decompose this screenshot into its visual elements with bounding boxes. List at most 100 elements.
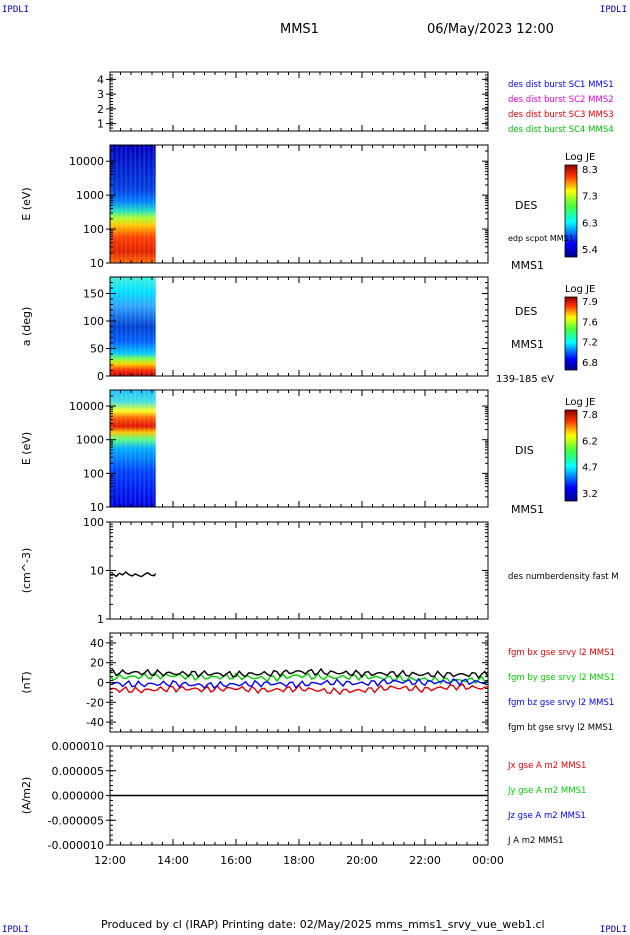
dis_energy-frame: [109, 389, 489, 508]
burst-legend-entry: des dist burst SC2 MMS2: [508, 95, 614, 105]
footer-logo-right: IPDLI: [599, 925, 627, 935]
dis_energy-colorbar-tick: 4.7: [582, 463, 598, 474]
des_pitch-sc-label: MMS1: [511, 338, 544, 351]
des_pitch-energy-label: 139-185 eV: [496, 374, 554, 385]
footer-logo-left: IPDLI: [2, 925, 30, 935]
bfield-series-line: [109, 677, 489, 690]
des_energy-ytick-label: 10000: [69, 155, 104, 168]
bfield-frame: [109, 632, 489, 733]
current-legend-entry: Jx gse A m2 MMS1: [507, 761, 586, 771]
des_energy-instrument-label: DES: [515, 199, 537, 212]
dis_energy-instrument-label: DIS: [515, 444, 534, 457]
des_pitch-colorbar-tick: 7.9: [582, 297, 598, 308]
des_energy-frame: [109, 144, 489, 264]
des_energy-colorbar: [564, 164, 578, 258]
dis_energy-ytick-label: 10000: [69, 400, 104, 413]
current-legend-entry: Jy gse A m2 MMS1: [507, 786, 586, 796]
des_energy-colorbar-tick: 6.3: [582, 218, 598, 229]
des_energy-ytick-label: 1000: [76, 189, 104, 202]
density-ytick-label: 100: [83, 516, 104, 529]
bfield-ytick-label: 0: [97, 677, 104, 690]
burst-ytick-label: 2: [97, 103, 104, 116]
density-ylabel: (cm^-3): [20, 548, 33, 594]
burst-ytick-label: 3: [97, 88, 104, 101]
time-tick-label: 00:00: [472, 854, 504, 867]
time-tick-label: 12:00: [94, 854, 126, 867]
burst-ytick-label: 4: [97, 73, 104, 86]
burst-legend-entry: des dist burst SC1 MMS1: [508, 80, 614, 90]
density-frame: [109, 521, 489, 620]
dis_energy-ytick-label: 10: [90, 501, 104, 514]
des_pitch-ytick-label: 150: [83, 288, 104, 301]
des_pitch-colorbar-tick: 7.2: [582, 338, 598, 349]
density-legend-entry: des numberdensity fast M: [508, 572, 619, 582]
dis_energy-ylabel: E (eV): [20, 432, 33, 465]
current-legend-entry: Jz gse A m2 MMS1: [507, 811, 586, 821]
current-ytick-label: -0.000010: [48, 839, 104, 852]
dis_energy-ytick-label: 100: [83, 467, 104, 480]
bfield-ytick-label: 40: [90, 637, 104, 650]
bfield-legend-entry: fgm bx gse srvy l2 MMS1: [508, 648, 615, 658]
burst-legend-entry: des dist burst SC3 MMS3: [508, 110, 614, 120]
current-ytick-label: -0.000005: [48, 814, 104, 827]
logo-right: IPDLI: [599, 5, 627, 15]
burst-frame: [109, 71, 489, 132]
des_energy-sub-label: edp scpot MMS1: [508, 234, 574, 243]
des_pitch-ytick-label: 50: [90, 343, 104, 356]
bfield-series-line: [109, 667, 489, 680]
des_energy-colorbar-tick: 7.3: [582, 192, 598, 203]
current-ytick-label: 0.000000: [52, 790, 105, 803]
time-tick-label: 22:00: [409, 854, 441, 867]
des_energy-spectrogram: [110, 145, 156, 263]
des_energy-ytick-label: 10: [90, 257, 104, 270]
bfield-ytick-label: -40: [86, 716, 104, 729]
des_energy-ytick-label: 100: [83, 223, 104, 236]
des_pitch-colorbar-tick: 7.6: [582, 317, 598, 328]
des_energy-sc-label: MMS1: [511, 259, 544, 272]
des_pitch-instrument-label: DES: [515, 305, 537, 318]
des_pitch-ylabel: a (deg): [20, 307, 33, 347]
des_pitch-colorbar: [564, 296, 578, 371]
current-ytick-label: 0.000005: [52, 765, 105, 778]
des_pitch-colorbar-tick: 6.8: [582, 358, 598, 369]
dis_energy-colorbar-tick: 3.2: [582, 489, 598, 500]
footer-text: Produced by cl (IRAP) Printing date: 02/…: [101, 918, 545, 931]
des_pitch-ytick-label: 100: [83, 315, 104, 328]
bfield-series-line: [109, 672, 489, 685]
des_energy-colorbar-title: Log JE: [565, 152, 595, 163]
des_pitch-frame: [109, 276, 489, 377]
des_energy-colorbar-tick: 5.4: [582, 245, 598, 256]
dis_energy-ytick-label: 1000: [76, 434, 104, 447]
time-tick-label: 14:00: [157, 854, 189, 867]
bfield-ytick-label: 20: [90, 657, 104, 670]
burst-legend-entry: des dist burst SC4 MMS4: [508, 125, 614, 135]
current-ytick-label: 0.000010: [52, 740, 105, 753]
time-tick-label: 20:00: [346, 854, 378, 867]
datetime-title: 06/May/2023 12:00: [427, 22, 554, 37]
current-legend-entry: J A m2 MMS1: [507, 836, 564, 846]
logo-left: IPDLI: [2, 5, 30, 15]
density-ytick-label: 1: [97, 613, 104, 626]
dis_energy-colorbar-tick: 7.8: [582, 410, 598, 421]
bfield-legend-entry: fgm bt gse srvy l2 MMS1: [508, 723, 613, 733]
spacecraft-title: MMS1: [280, 22, 319, 37]
des_pitch-colorbar-title: Log JE: [565, 284, 595, 295]
dis_energy-spectrogram: [110, 390, 156, 507]
bfield-legend-entry: fgm bz gse srvy l2 MMS1: [508, 698, 614, 708]
burst-ytick-label: 1: [97, 118, 104, 131]
time-tick-label: 18:00: [283, 854, 315, 867]
dis_energy-colorbar-tick: 6.2: [582, 436, 598, 447]
dis_energy-colorbar: [564, 409, 578, 502]
current-ylabel: (A/m2): [20, 777, 33, 815]
bfield-legend-entry: fgm by gse srvy l2 MMS1: [508, 673, 615, 683]
time-tick-label: 16:00: [220, 854, 252, 867]
density-series-line: [109, 571, 157, 578]
dis_energy-sc-label: MMS1: [511, 503, 544, 516]
des_energy-colorbar-tick: 8.3: [582, 165, 598, 176]
bfield-ytick-label: -20: [86, 696, 104, 709]
des_energy-ylabel: E (eV): [20, 187, 33, 220]
des_pitch-ytick-label: 0: [97, 370, 104, 383]
des_pitch-spectrogram: [110, 277, 156, 376]
bfield-series-line: [109, 683, 489, 696]
